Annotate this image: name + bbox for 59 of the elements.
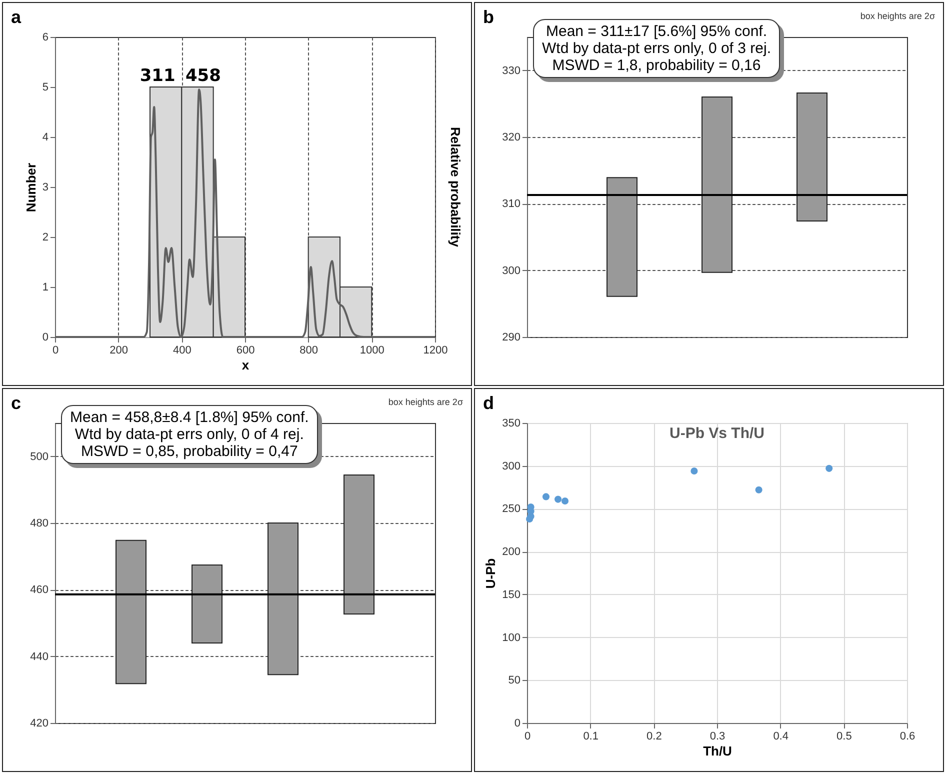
y-tick-label: 3 xyxy=(42,182,48,194)
y-tick-label: 250 xyxy=(502,503,520,516)
x-tick-label: 0.2 xyxy=(646,730,662,742)
y-tick-label: 200 xyxy=(502,546,520,558)
annotation: Wtd by data-pt errs only, 0 of 3 rej. xyxy=(542,40,771,57)
x-tick-label: 0 xyxy=(52,344,59,356)
y-tick-label: 300 xyxy=(502,264,520,277)
x-tick-label: 0 xyxy=(524,730,531,742)
y-tick-label: 0 xyxy=(42,332,48,344)
x-tick-label: 0.4 xyxy=(773,730,788,742)
y-tick-label: 330 xyxy=(502,64,520,77)
y-tick-label: 440 xyxy=(30,650,48,663)
x-tick-label: 0.3 xyxy=(710,730,726,742)
annotation: Wtd by data-pt errs only, 0 of 4 rej. xyxy=(74,426,305,443)
text: b xyxy=(483,7,494,28)
y-tick-label: 290 xyxy=(502,332,520,344)
x-tick-label: 200 xyxy=(110,344,128,356)
y-tick-label: 0 xyxy=(514,718,520,730)
x-tick-label: 800 xyxy=(300,344,318,356)
chart-title: U-Pb Vs Th/U xyxy=(669,425,765,442)
text: box heights are 2σ xyxy=(388,397,463,407)
x-tick-label: 400 xyxy=(172,344,192,356)
x-axis-title: Th/U xyxy=(703,744,732,758)
text: box heights are 2σ xyxy=(860,11,935,21)
text: a xyxy=(11,7,22,28)
annotation: Mean = 311±17 [5.6%] 95% conf. xyxy=(544,23,768,40)
y-tick-label: 50 xyxy=(508,674,520,687)
y-tick-label: 2 xyxy=(42,232,48,244)
y-tick-label: 150 xyxy=(502,588,520,601)
x-tick-label: 0.1 xyxy=(583,730,598,742)
y-axis-title: Number xyxy=(23,162,38,212)
y-tick-label: 100 xyxy=(502,632,520,644)
x-tick-label: 0.5 xyxy=(836,730,852,742)
y-tick-label: 5 xyxy=(42,82,48,94)
y-tick-label: 460 xyxy=(30,584,48,596)
annotation: MSWD = 0,85, probability = 0,47 xyxy=(80,443,299,460)
annotation: MSWD = 1,8, probability = 0,16 xyxy=(551,57,762,74)
y-tick-label: 300 xyxy=(502,460,520,472)
y-tick-label: 420 xyxy=(30,718,48,730)
x-tick-label: 1200 xyxy=(423,344,448,356)
annotation: 458 xyxy=(185,66,221,86)
annotation: 311 xyxy=(140,66,176,86)
x-tick-label: 600 xyxy=(236,344,255,356)
x-tick-label: 1000 xyxy=(360,344,384,356)
y-tick-label: 1 xyxy=(42,282,48,294)
y-tick-label: 500 xyxy=(30,450,48,463)
annotation: Mean = 458,8±8.4 [1.8%] 95% conf. xyxy=(70,409,309,426)
y-tick-label: 320 xyxy=(502,132,520,144)
y-tick-label: 350 xyxy=(502,418,520,430)
text: c xyxy=(11,393,22,414)
x-tick-label: 0.6 xyxy=(900,730,916,742)
y2-axis-title: Relative probability xyxy=(448,127,463,248)
x-axis-title: x xyxy=(242,358,250,372)
y-tick-label: 6 xyxy=(42,32,48,44)
y-tick-label: 480 xyxy=(30,518,48,530)
y-axis-title: U-Pb xyxy=(483,558,498,589)
y-tick-label: 310 xyxy=(502,198,520,210)
text: d xyxy=(483,393,494,414)
y-tick-label: 4 xyxy=(42,132,48,144)
